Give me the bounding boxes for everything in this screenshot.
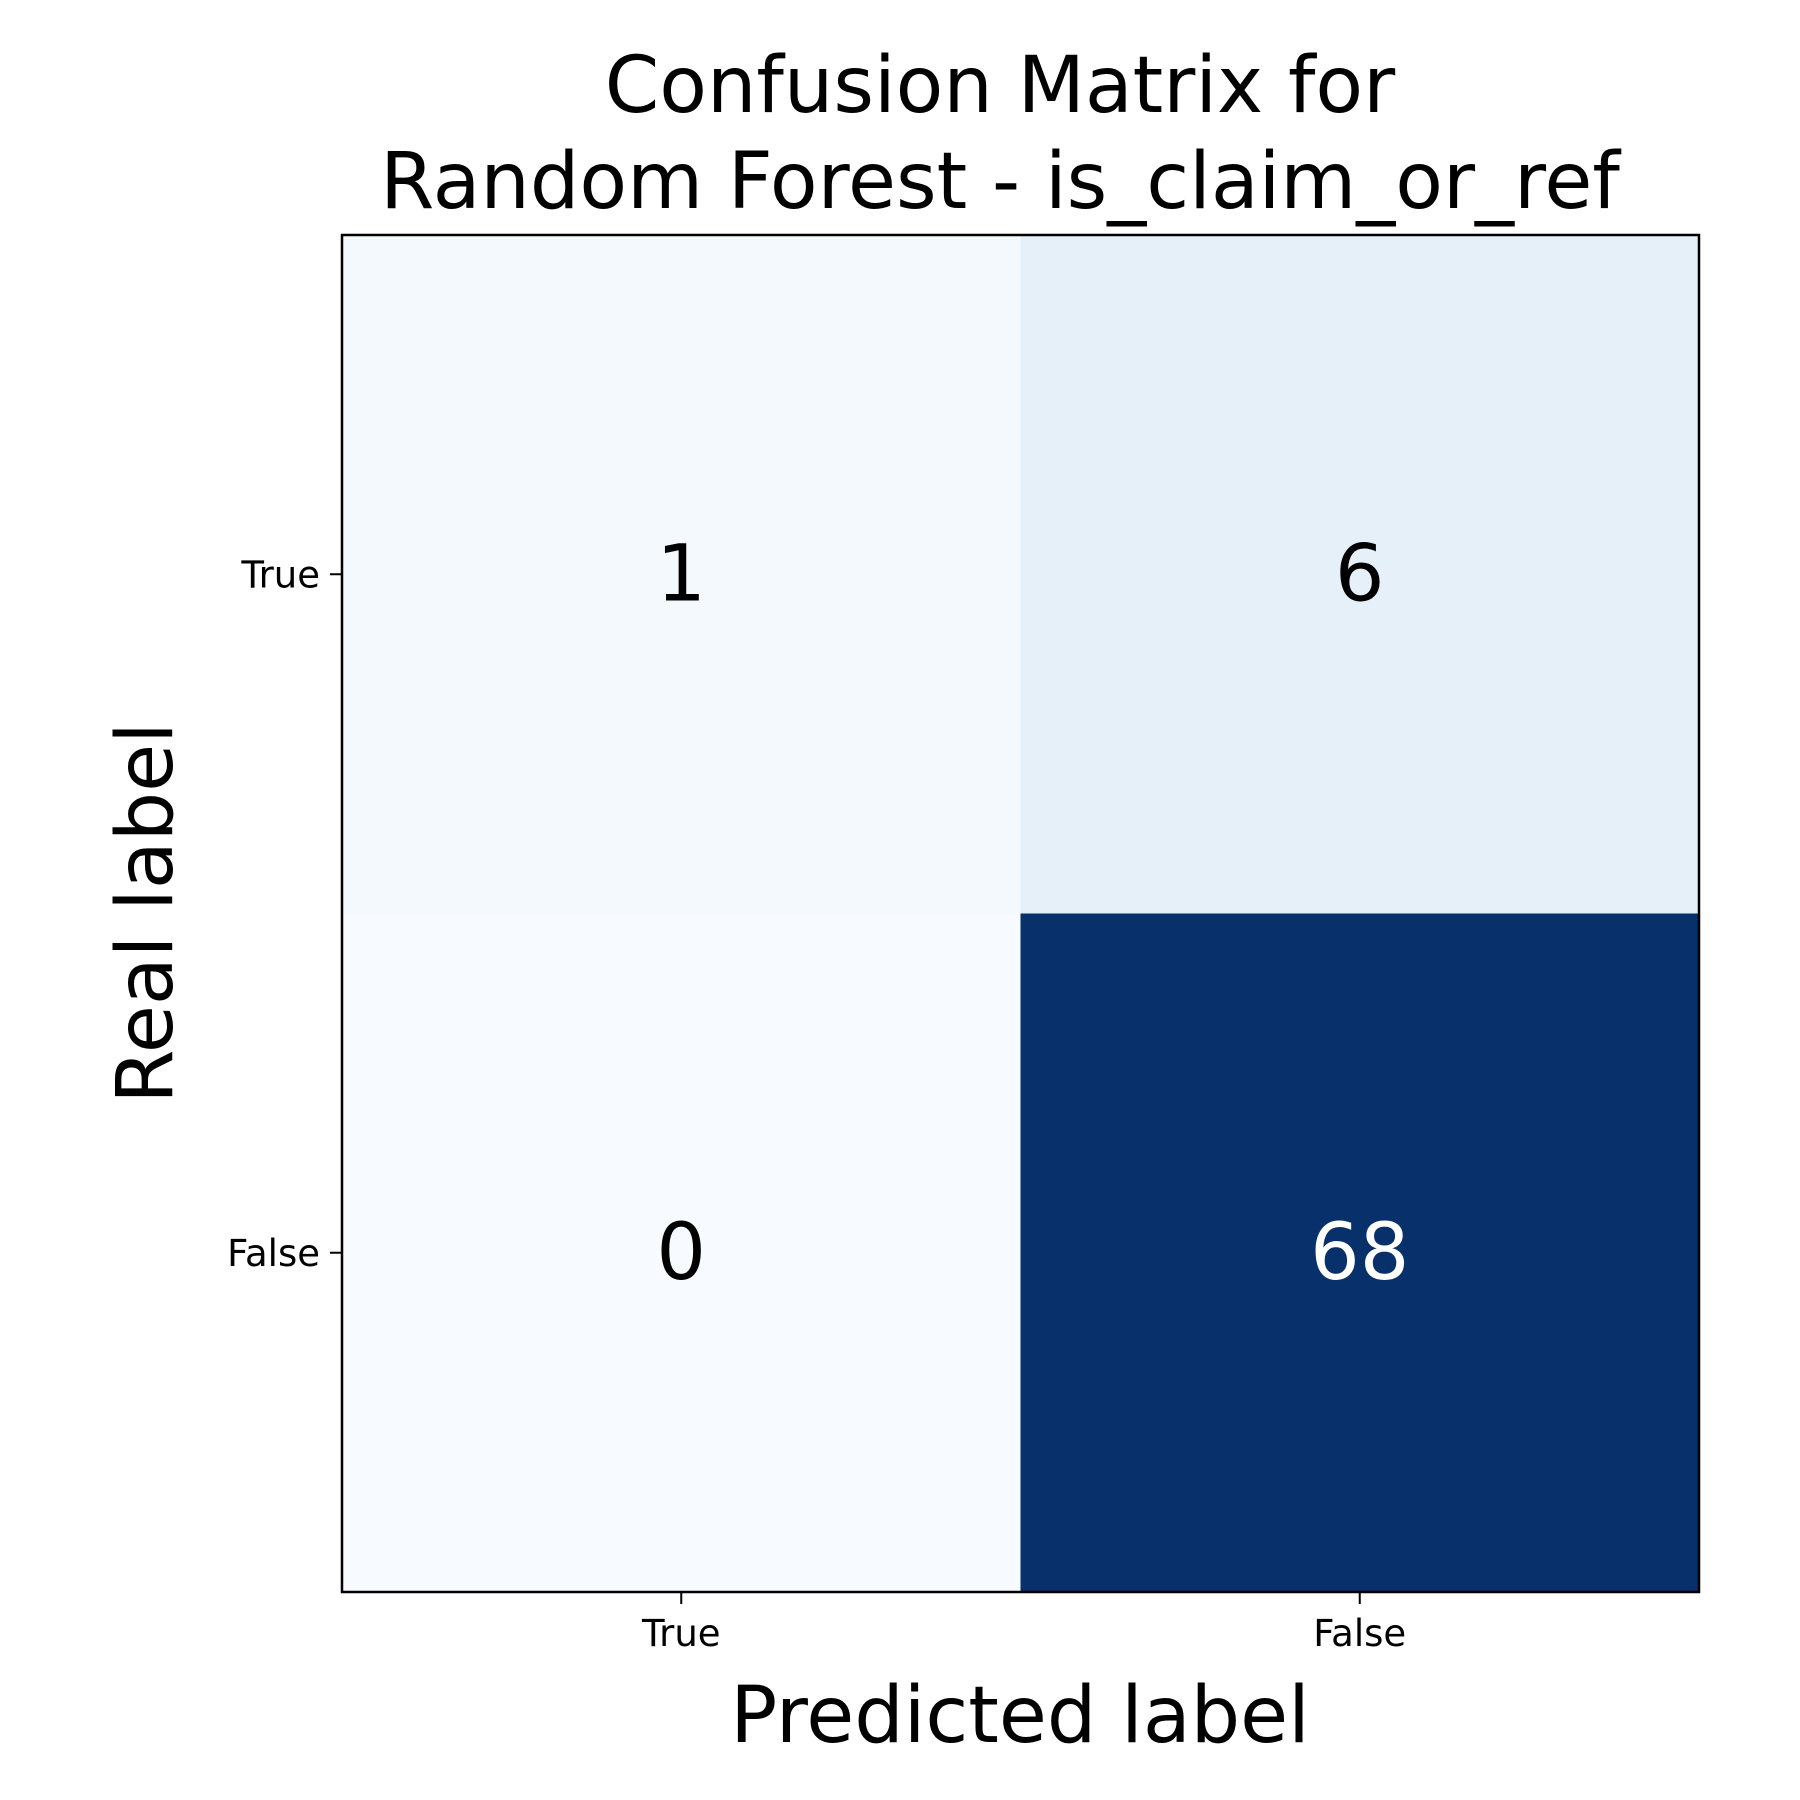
cell-value-label: 6 bbox=[1335, 529, 1385, 619]
cell-value-label: 0 bbox=[656, 1208, 706, 1298]
heatmap-cell bbox=[342, 235, 1021, 914]
heatmap-cell bbox=[342, 913, 1021, 1593]
axis-ticks: True False True False bbox=[227, 553, 1406, 1655]
x-axis-label: Predicted label bbox=[730, 1671, 1310, 1761]
x-tick-label: True bbox=[641, 1612, 721, 1655]
chart-title-line-1: Confusion Matrix for bbox=[605, 41, 1396, 131]
heatmap-cell bbox=[1020, 913, 1700, 1593]
plot-frame bbox=[340, 233, 1701, 1594]
y-tick-label: True bbox=[240, 553, 320, 596]
cell-values: 1 6 0 68 bbox=[656, 529, 1409, 1298]
y-axis-label: Real label bbox=[101, 722, 191, 1104]
cell-value-label: 68 bbox=[1310, 1208, 1409, 1298]
cell-value-label: 1 bbox=[656, 529, 706, 619]
y-tick-label: False bbox=[227, 1232, 320, 1275]
heatmap-cells bbox=[342, 235, 1700, 1593]
heatmap-cell bbox=[1020, 235, 1700, 914]
x-tick-label: False bbox=[1313, 1612, 1406, 1655]
chart-title-line-2: Random Forest - is_claim_or_ref bbox=[380, 137, 1621, 227]
